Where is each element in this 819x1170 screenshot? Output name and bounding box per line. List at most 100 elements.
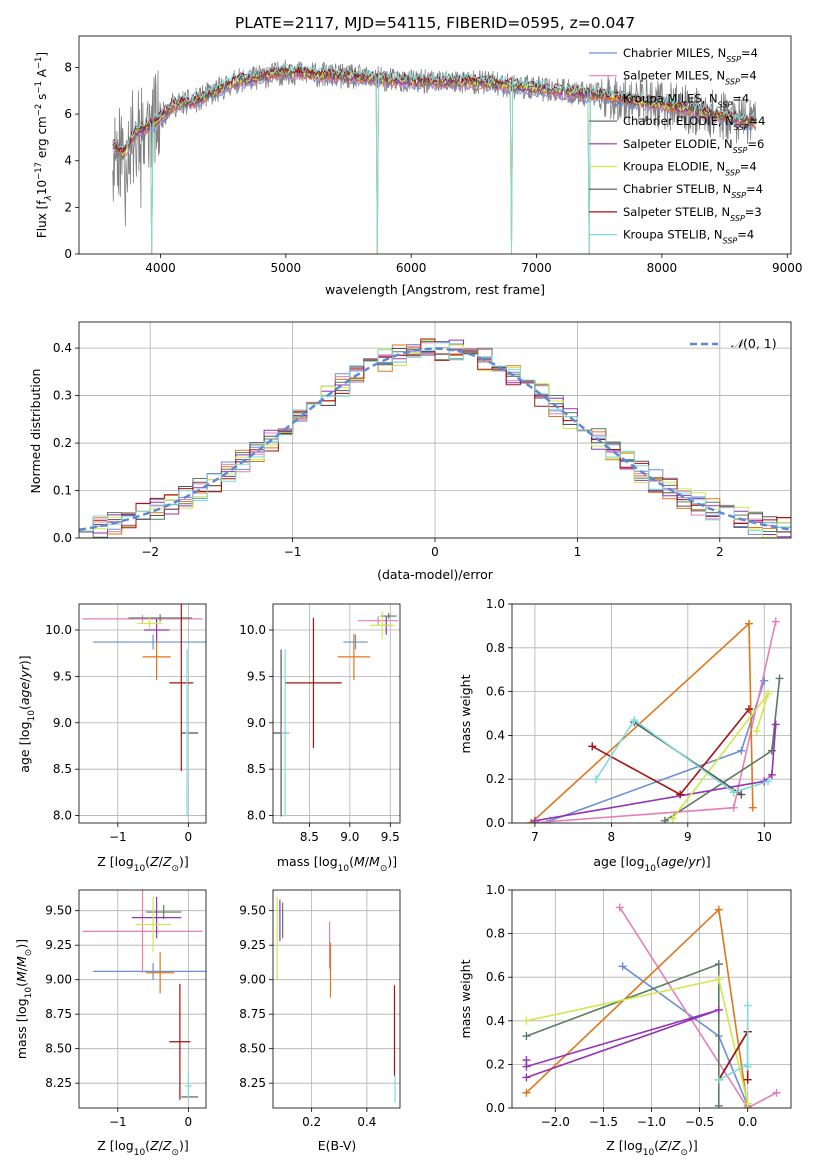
spectrum-ylabel: Flux [fλ10−17 erg cm−2 s−1 A−1] bbox=[34, 52, 54, 238]
spectrum-legend-entry: Chabrier MILES, NSSP=4 bbox=[623, 46, 758, 64]
age_vs_z-point-chabrier-miles bbox=[93, 634, 206, 650]
weight_vs_z-ytick-label: 0.0 bbox=[486, 1101, 505, 1115]
age_vs_mass-grid bbox=[273, 604, 400, 823]
age_vs_z-point-kroupa-miles bbox=[142, 633, 171, 681]
age_vs_mass-xtick-label: 8.5 bbox=[300, 830, 319, 844]
mass_vs_ebv-plot-area bbox=[276, 896, 396, 1103]
spectrum-model-salpeter-miles bbox=[112, 71, 757, 254]
age_vs_mass-ytick-label: 9.0 bbox=[247, 716, 266, 730]
mass_vs_ebv-ytick-label: 9.00 bbox=[239, 973, 266, 987]
spectrum-xtick-label: 9000 bbox=[772, 261, 803, 275]
weight_vs_z-plot-area bbox=[522, 903, 781, 1108]
age_vs_z-xtick-label: 0 bbox=[185, 830, 193, 844]
mass_vs_z-point-salpeter-elodie bbox=[131, 896, 182, 939]
weight_vs_age-marker bbox=[744, 705, 753, 714]
weight_vs_age-marker bbox=[668, 814, 677, 823]
weight_vs_z-series-kroupa-elodie bbox=[526, 978, 749, 1104]
residuals-xtick-label: −1 bbox=[284, 545, 302, 559]
spectrum-legend-entry: Salpeter ELODIE, NSSP=6 bbox=[623, 137, 764, 155]
mass_vs_ebv-ytick-label: 8.50 bbox=[239, 1042, 266, 1056]
spectrum-plot-area bbox=[112, 59, 757, 254]
spectrum-model-salpeter-elodie bbox=[112, 68, 757, 155]
age_vs_z-plot-area bbox=[82, 604, 206, 817]
mass_vs_z-frame bbox=[78, 889, 207, 1109]
weight_vs_age-ytick-label: 0.4 bbox=[486, 728, 505, 742]
normal-legend-label: 𝒩(0, 1) bbox=[731, 336, 777, 351]
age_vs_z-xtick-label: −1 bbox=[109, 830, 127, 844]
residuals-xtick-label: −2 bbox=[141, 545, 159, 559]
figure-title: PLATE=2117, MJD=54115, FIBERID=0595, z=0… bbox=[235, 14, 635, 32]
age_vs_mass-ytick-label: 8.0 bbox=[247, 809, 266, 823]
mass_vs_ebv-axes: 0.2 0.4 8.25 8.50 8.75 9.00 9.25 9.50 bbox=[239, 890, 400, 1129]
mass-ebv-xlabel: E(B-V) bbox=[318, 1138, 357, 1153]
weight_vs_z-grid bbox=[512, 889, 791, 1109]
spectrum-legend-entry: Salpeter STELIB, NSSP=3 bbox=[623, 205, 762, 223]
residual-panel: (data-model)/error Normed distribution 𝒩… bbox=[28, 336, 777, 582]
spectrum-frame bbox=[78, 35, 792, 255]
age_vs_mass-point-kroupa-miles bbox=[337, 633, 371, 681]
weight_vs_age-marker bbox=[771, 617, 780, 626]
mass_vs_ebv-xtick-label: 0.4 bbox=[357, 1115, 376, 1129]
mass-z-ylabel: mass [log10(M/M⊙)] bbox=[14, 939, 34, 1059]
residuals-xtick-label: 1 bbox=[574, 545, 582, 559]
age_vs_mass-axes: 8.5 9.0 9.5 8.0 8.5 9.0 9.5 10.0 bbox=[239, 604, 400, 844]
weight_vs_age-marker bbox=[737, 790, 746, 799]
weight_vs_z-marker bbox=[714, 975, 723, 984]
weight_vs_age-xtick-label: 7 bbox=[531, 830, 539, 844]
age_vs_z-point-chabrier-elodie bbox=[128, 614, 192, 622]
weight-age-xlabel: age [log10(age/yr)] bbox=[593, 854, 710, 874]
residuals-ytick-label: 0.0 bbox=[53, 531, 72, 545]
age_vs_mass-point-kroupa-elodie bbox=[370, 611, 395, 640]
mass_vs_z-point-chabrier-elodie bbox=[146, 905, 182, 919]
age_vs_mass-ytick-label: 9.5 bbox=[247, 669, 266, 683]
weight_vs_z-ytick-label: 1.0 bbox=[486, 883, 505, 897]
weight_vs_z-marker bbox=[714, 905, 723, 914]
spectrum-xtick-label: 8000 bbox=[647, 261, 678, 275]
age_vs_z-ytick-label: 9.0 bbox=[53, 716, 72, 730]
age-mass-panel: mass [log10(M/M⊙)] bbox=[277, 854, 397, 874]
age_vs_mass-xtick-label: 9.5 bbox=[381, 830, 400, 844]
weight_vs_age-ytick-label: 0.6 bbox=[486, 685, 505, 699]
weight_vs_z-frame bbox=[511, 889, 792, 1109]
weight_vs_z-xtick-label: −1.5 bbox=[589, 1115, 618, 1129]
weight_vs_z-series-kroupa-miles bbox=[525, 907, 749, 1108]
weight_vs_z-marker bbox=[522, 1016, 531, 1025]
weight_vs_z-xtick-label: 0.0 bbox=[738, 1115, 757, 1129]
weight_vs_age-frame bbox=[511, 603, 792, 824]
weight_vs_z-marker bbox=[522, 1073, 531, 1082]
spectrum-xtick-label: 4000 bbox=[145, 261, 176, 275]
residuals-ytick-label: 0.4 bbox=[53, 341, 72, 355]
weight_vs_age-marker bbox=[767, 770, 776, 779]
spectrum-ytick-label: 6 bbox=[64, 107, 72, 121]
mass_vs_ebv-grid bbox=[273, 890, 400, 1108]
age_vs_mass-point-salpeter-miles bbox=[357, 616, 399, 626]
weight_vs_age-marker bbox=[775, 674, 784, 683]
weight_vs_z-marker bbox=[615, 903, 624, 912]
mass_vs_z-point-salpeter-stelib bbox=[169, 983, 191, 1100]
weight_vs_age-ytick-label: 0.2 bbox=[486, 772, 505, 786]
age_vs_z-ytick-label: 9.5 bbox=[53, 669, 72, 683]
age_vs_z-point-salpeter-elodie bbox=[143, 618, 170, 642]
age_vs_z-axes: −1 0 8.0 8.5 9.0 9.5 10.0 bbox=[45, 604, 206, 844]
mass_vs_z-ytick-label: 9.25 bbox=[45, 938, 72, 952]
mass_vs_z-ytick-label: 9.50 bbox=[45, 904, 72, 918]
age_vs_z-point-salpeter-stelib bbox=[169, 604, 194, 772]
mass_vs_z-point-chabrier-miles bbox=[93, 963, 206, 980]
spectrum-model-kroupa-stelib bbox=[112, 62, 757, 254]
spectrum-xtick-label: 5000 bbox=[271, 261, 302, 275]
weight_vs_age-marker bbox=[748, 803, 757, 812]
weight_vs_z-series-kroupa-stelib bbox=[718, 1005, 749, 1081]
spectrum-legend-entry: Chabrier STELIB, NSSP=4 bbox=[623, 182, 763, 200]
age-z-panel: age [log10(age/yr)] Z [log10(Z/Z⊙)] bbox=[17, 655, 189, 874]
weight_vs_age-ytick-label: 0.8 bbox=[486, 641, 505, 655]
spectrum-legend-entry: Salpeter MILES, NSSP=4 bbox=[623, 69, 757, 87]
age_vs_mass-ytick-label: 10.0 bbox=[239, 623, 266, 637]
weight_vs_age-series-kroupa-elodie bbox=[671, 693, 769, 820]
spectrum-xlabel: wavelength [Angstrom, rest frame] bbox=[325, 282, 545, 297]
weight_vs_age-xtick-label: 9 bbox=[684, 830, 692, 844]
age_vs_mass-ytick-label: 8.5 bbox=[247, 762, 266, 776]
spectrum-legend-entry: Kroupa STELIB, NSSP=4 bbox=[623, 228, 754, 246]
weight_vs_age-marker bbox=[767, 746, 776, 755]
residuals-xtick-label: 2 bbox=[716, 545, 724, 559]
